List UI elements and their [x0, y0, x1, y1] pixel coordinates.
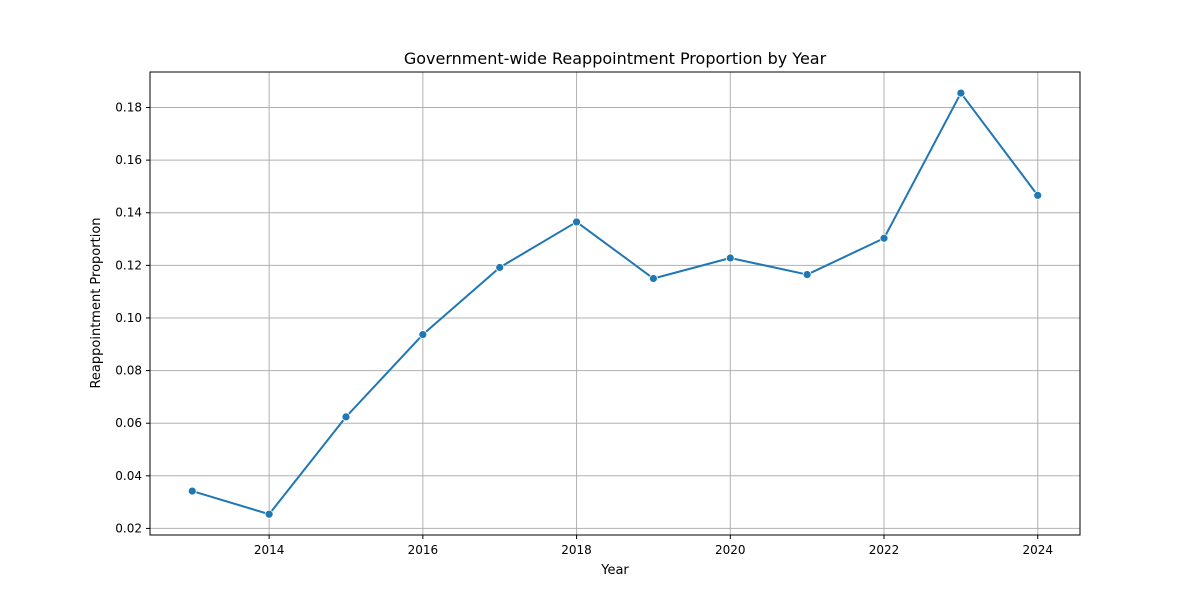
y-tick-label: 0.06 [115, 416, 142, 430]
y-tick-label: 0.04 [115, 469, 142, 483]
x-tick-label: 2014 [254, 543, 285, 557]
data-point [1033, 190, 1043, 200]
data-point [649, 274, 658, 283]
data-point [725, 253, 735, 263]
chart-title: Government-wide Reappointment Proportion… [404, 49, 827, 68]
x-tick-label: 2018 [561, 543, 592, 557]
x-tick-label: 2024 [1022, 543, 1053, 557]
x-axis-label: Year [600, 563, 629, 578]
ticks: 2014 2016 2018 2020 2022 2024 0.02 0.04 0.06 0.08… [115, 101, 1053, 557]
x-tick-label: 2020 [715, 543, 746, 557]
data-point [495, 263, 505, 272]
y-tick-label: 0.10 [115, 311, 142, 325]
y-tick-label: 0.12 [115, 258, 142, 272]
x-tick-label: 2022 [869, 543, 900, 557]
plot-frame [149, 71, 1081, 536]
y-tick-label: 0.18 [115, 101, 142, 115]
data-point [956, 88, 966, 98]
y-tick-label: 0.14 [115, 206, 142, 220]
series-layer [187, 88, 1043, 519]
x-tick-label: 2016 [408, 543, 439, 557]
data-point [802, 270, 812, 279]
data-point [264, 509, 274, 519]
y-tick-label: 0.02 [115, 521, 142, 535]
y-tick-label: 0.16 [115, 153, 142, 167]
data-point [879, 233, 889, 243]
data-point [187, 486, 197, 496]
series-line [191, 92, 1039, 516]
y-tick-label: 0.08 [115, 364, 142, 378]
data-point [572, 217, 581, 227]
data-point [341, 412, 351, 422]
grid [150, 72, 1080, 535]
data-point [418, 330, 428, 339]
y-axis-label: Reappointment Proportion [89, 217, 104, 388]
